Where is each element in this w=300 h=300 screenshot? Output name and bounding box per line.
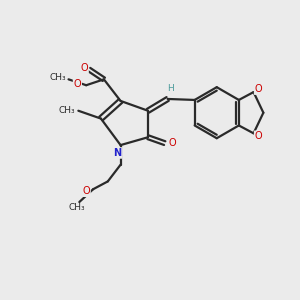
Text: H: H: [167, 84, 174, 93]
Text: O: O: [82, 186, 90, 196]
Text: O: O: [255, 131, 262, 141]
Text: CH₃: CH₃: [59, 106, 75, 115]
Text: O: O: [255, 84, 262, 94]
Text: O: O: [74, 79, 81, 89]
Text: O: O: [169, 138, 176, 148]
Text: CH₃: CH₃: [68, 203, 85, 212]
Text: N: N: [113, 148, 122, 158]
Text: O: O: [80, 63, 88, 73]
Text: CH₃: CH₃: [50, 73, 67, 82]
